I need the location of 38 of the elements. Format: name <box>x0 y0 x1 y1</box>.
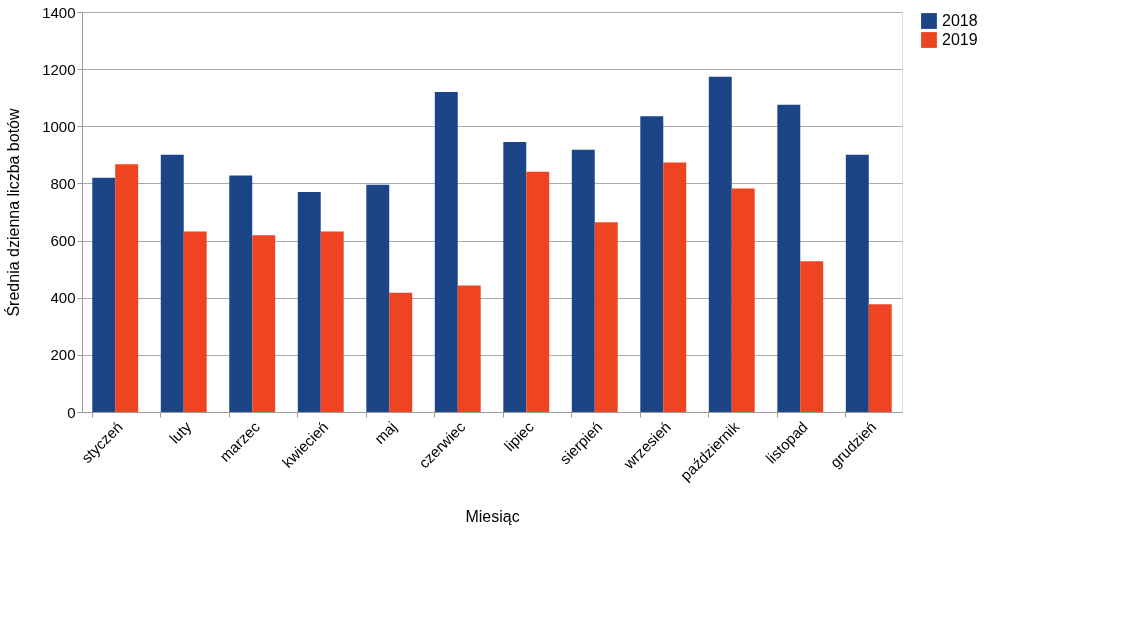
bar <box>297 192 321 412</box>
bar <box>663 162 687 412</box>
x-tick-label: luty <box>165 417 195 447</box>
bar <box>252 235 276 412</box>
bar <box>640 116 664 412</box>
bar <box>160 154 184 412</box>
y-tick-label: 0 <box>67 403 76 421</box>
bar <box>571 149 595 412</box>
y-tick-label: 800 <box>50 174 76 192</box>
bar <box>366 184 390 412</box>
bar <box>708 76 732 412</box>
bar <box>868 304 892 412</box>
x-tick-label: maj <box>370 418 400 448</box>
x-axis-title: Miesiąc <box>465 507 520 525</box>
y-tick-label: 1400 <box>42 3 76 21</box>
bar <box>183 231 207 412</box>
y-axis-title: Średnia dzienna liczba botów <box>4 107 23 317</box>
legend-label: 2019 <box>942 31 978 48</box>
bar <box>777 104 801 412</box>
bar <box>389 292 413 412</box>
y-tick-label: 1000 <box>42 117 76 135</box>
bar <box>229 175 253 412</box>
y-tick-label: 1200 <box>42 60 76 78</box>
bar <box>845 154 869 412</box>
bar <box>731 188 755 412</box>
bar <box>320 231 344 412</box>
bar <box>594 222 618 412</box>
bar <box>92 177 116 412</box>
bar <box>457 285 481 412</box>
bar <box>503 142 527 412</box>
bar <box>526 171 550 412</box>
y-tick-label: 600 <box>50 232 76 250</box>
legend-label: 2018 <box>942 12 978 29</box>
y-tick-label: 200 <box>50 346 76 364</box>
bar <box>434 92 458 412</box>
bar <box>115 164 139 412</box>
y-tick-label: 400 <box>50 289 76 307</box>
bar <box>800 261 824 412</box>
